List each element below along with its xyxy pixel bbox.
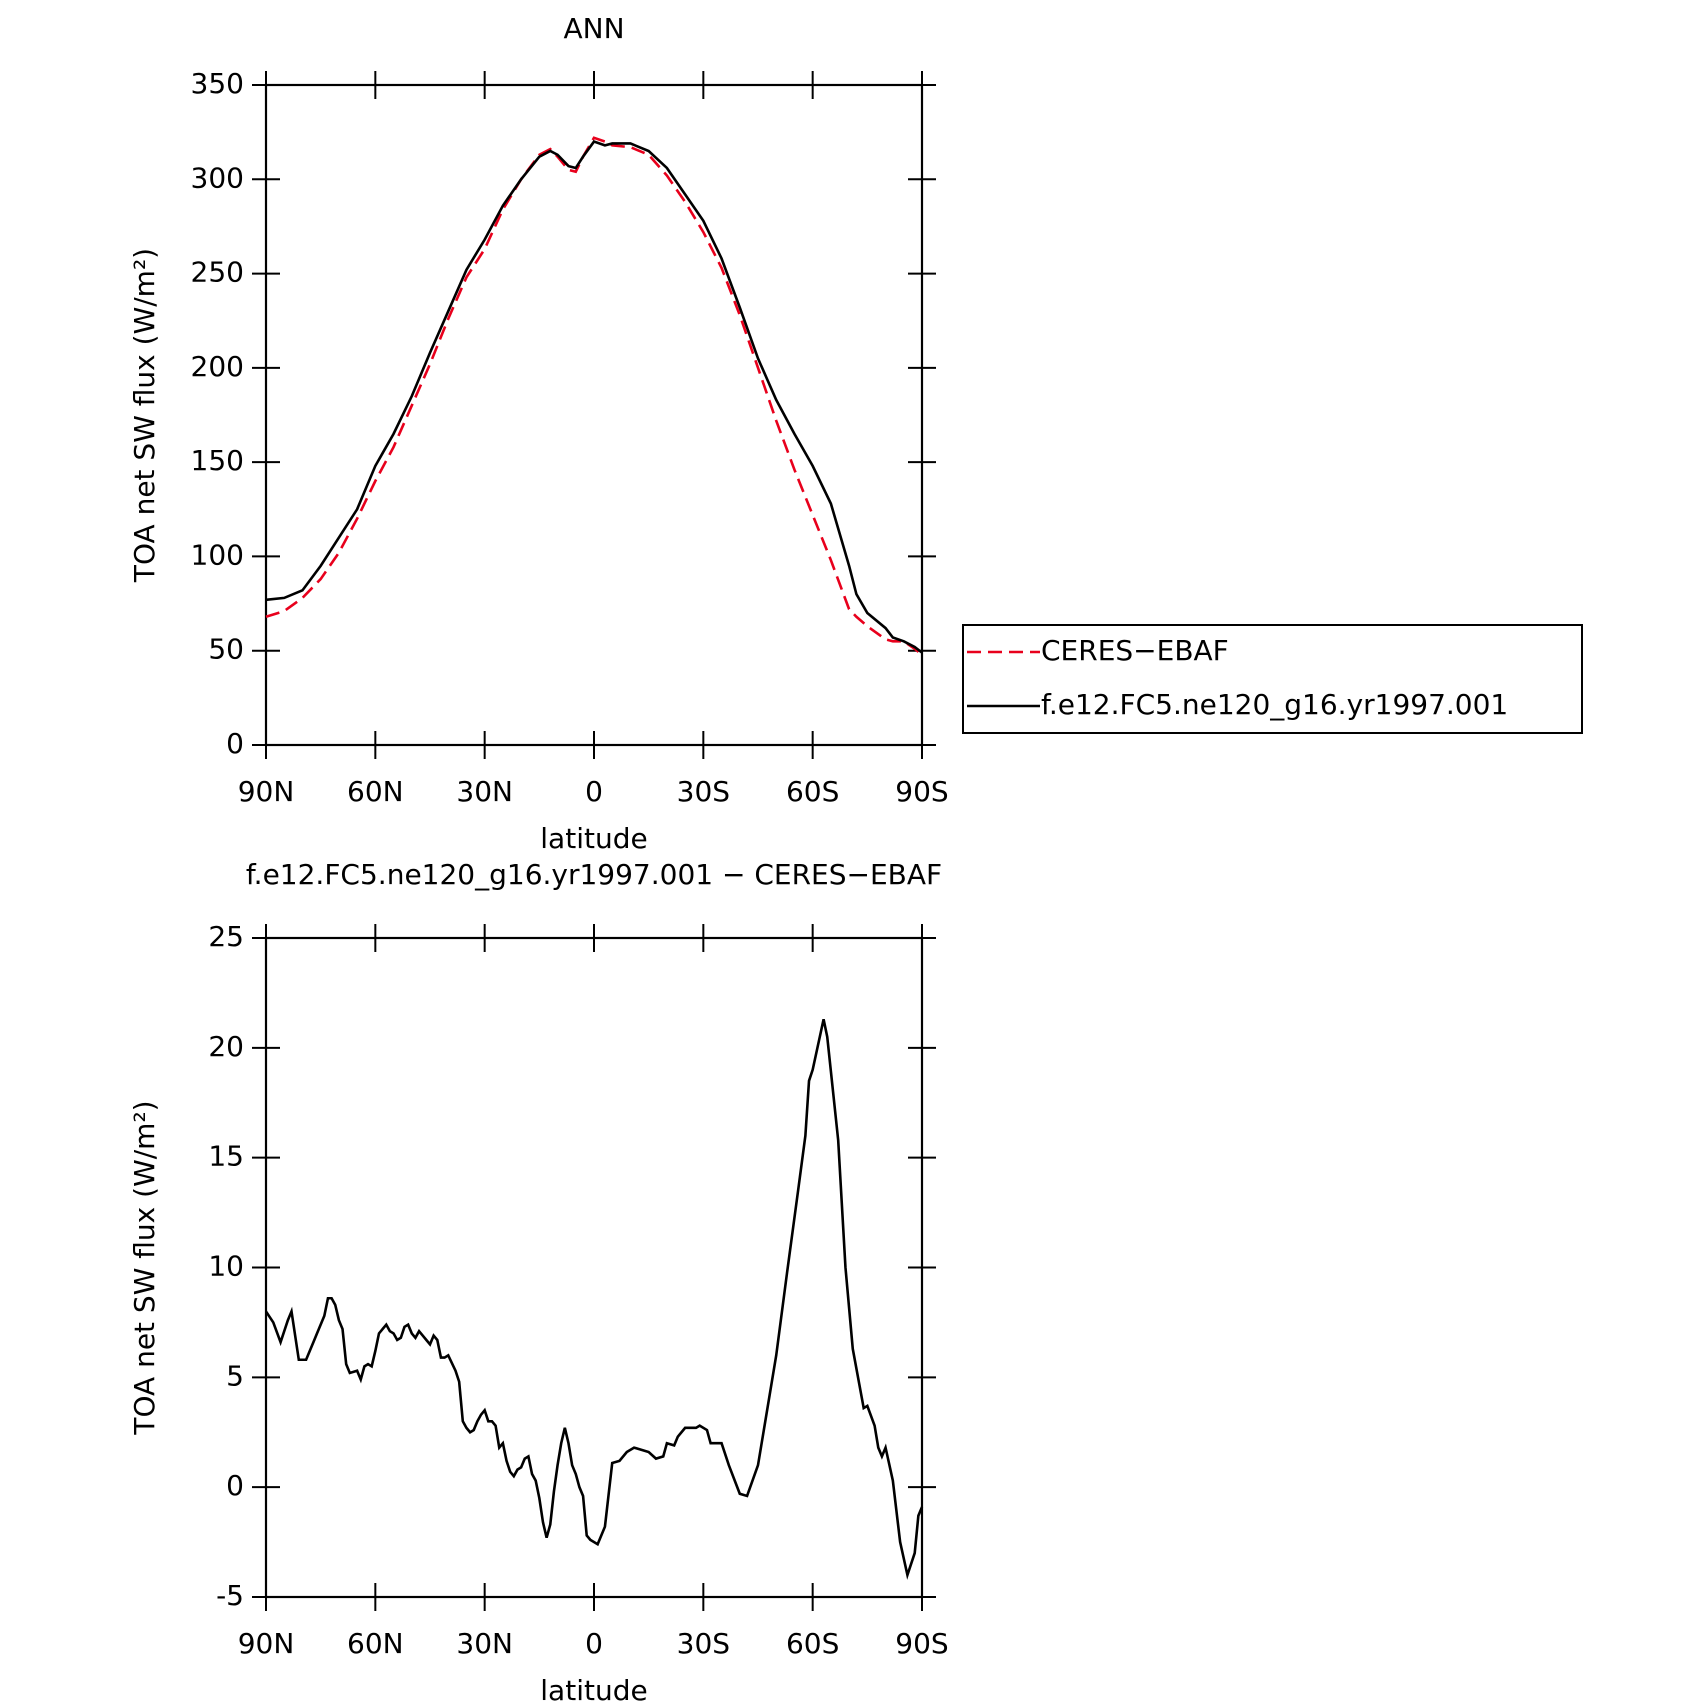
y-tick-label: 10 bbox=[208, 1250, 244, 1283]
plot-frame bbox=[264, 936, 924, 1599]
x-axis-label: latitude bbox=[540, 1674, 647, 1707]
y-tick-label: 250 bbox=[191, 256, 244, 289]
y-tick-label: 300 bbox=[191, 161, 244, 194]
x-tick-label: 30S bbox=[677, 1627, 730, 1660]
x-tick-label: 90N bbox=[238, 775, 295, 808]
x-axis-label: latitude bbox=[540, 822, 647, 855]
legend-label: f.e12.FC5.ne120_g16.yr1997.001 bbox=[1041, 688, 1508, 721]
x-tick-label: 90S bbox=[895, 775, 948, 808]
x-tick-label: 60S bbox=[786, 1627, 839, 1660]
x-tick-label: 0 bbox=[585, 1627, 603, 1660]
chart-title: ANN bbox=[563, 12, 624, 45]
x-tick-label: 30S bbox=[677, 775, 730, 808]
plot-frame bbox=[264, 83, 924, 747]
x-tick-label: 60N bbox=[347, 775, 404, 808]
x-tick-label: 90N bbox=[238, 1627, 295, 1660]
y-tick-label: 50 bbox=[208, 633, 244, 666]
y-tick-label: 100 bbox=[191, 538, 244, 571]
x-tick-label: 60S bbox=[786, 775, 839, 808]
x-tick-label: 90S bbox=[895, 1627, 948, 1660]
x-tick-label: 60N bbox=[347, 1627, 404, 1660]
x-tick-label: 0 bbox=[585, 775, 603, 808]
y-tick-label: 350 bbox=[191, 67, 244, 100]
y-tick-label: 25 bbox=[208, 920, 244, 953]
y-axis-label: TOA net SW flux (W/m²) bbox=[128, 248, 161, 583]
y-tick-label: 5 bbox=[226, 1359, 244, 1392]
legend-box bbox=[962, 624, 1583, 734]
chart-title: f.e12.FC5.ne120_g16.yr1997.001 − CERES−E… bbox=[246, 858, 942, 891]
y-tick-label: 200 bbox=[191, 350, 244, 383]
x-tick-label: 30N bbox=[456, 1627, 513, 1660]
x-tick-label: 30N bbox=[456, 775, 513, 808]
y-axis-label: TOA net SW flux (W/m²) bbox=[128, 1100, 161, 1435]
y-tick-label: -5 bbox=[216, 1579, 244, 1612]
y-tick-label: 150 bbox=[191, 444, 244, 477]
data-line bbox=[265, 136, 923, 656]
data-line bbox=[264, 1019, 924, 1580]
y-tick-label: 20 bbox=[208, 1030, 244, 1063]
y-tick-label: 0 bbox=[226, 727, 244, 760]
data-line bbox=[265, 140, 923, 654]
y-tick-label: 0 bbox=[226, 1469, 244, 1502]
legend-label: CERES−EBAF bbox=[1041, 634, 1229, 667]
y-tick-label: 15 bbox=[208, 1140, 244, 1173]
